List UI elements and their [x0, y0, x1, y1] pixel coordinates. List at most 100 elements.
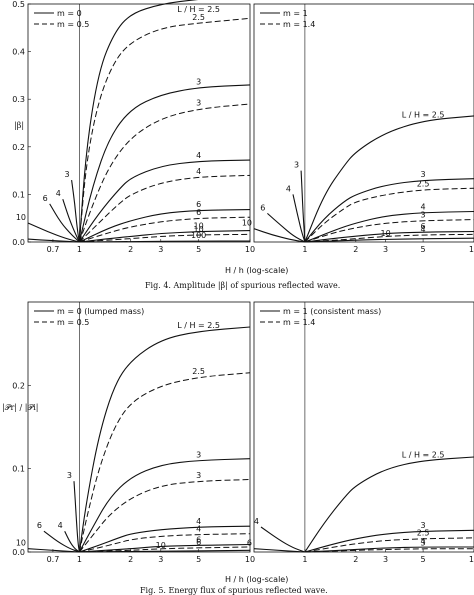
x-tick-label: 3 — [383, 245, 388, 254]
series-line — [79, 216, 251, 243]
series-label: 10 — [16, 539, 26, 548]
series-line — [78, 0, 199, 243]
fig5-xlabel: H / h (log-scale) — [225, 575, 288, 584]
fig5-ylabel: |𝒫r| / |𝒫i| — [2, 403, 38, 412]
series-line — [300, 170, 306, 243]
fig5-caption: Fig. 5. Energy flux of spurious reflecte… — [140, 586, 328, 595]
series-line — [304, 456, 474, 553]
panel-frame — [27, 301, 251, 553]
series-label: 3 — [294, 161, 299, 170]
series-line — [304, 537, 474, 553]
legend-entry: m = 0 — [57, 9, 82, 18]
fig4-right-panel: 123510m = 1m = 1.4L / H = 2.532.54364103… — [242, 3, 474, 254]
fig4-left-panel: 0.7 1 2 3 5 10 0.0 0.1 0.2 0.3 0.4 0.5 m = 0 m = 0.5 L… — [12, 0, 255, 254]
legend-entry: m = 0 (lumped mass) — [57, 307, 144, 316]
series-label: 10 — [194, 222, 204, 231]
x-tick-label: 2 — [128, 245, 133, 254]
y-tick-label: 0.4 — [12, 48, 25, 57]
series-label: 2.5 — [417, 529, 430, 538]
series-line — [73, 481, 80, 553]
series-label: 3 — [421, 521, 426, 530]
x-tick-label: 5 — [421, 245, 426, 254]
series-label: 2.5 — [192, 13, 205, 22]
series-line — [79, 533, 251, 553]
series-label: 3 — [196, 450, 201, 459]
x-tick-label: 1 — [77, 245, 82, 254]
x-tick-label: 2 — [353, 555, 358, 564]
series-label: 6 — [196, 535, 201, 544]
series-line — [62, 199, 80, 243]
series-label: 4 — [196, 151, 201, 160]
series-label: 10 — [156, 541, 166, 550]
series-line — [79, 174, 251, 243]
x-tick-label: 3 — [158, 555, 163, 564]
x-tick-label: 5 — [196, 555, 201, 564]
series-line — [78, 159, 251, 243]
series-line — [27, 222, 80, 243]
fig4-caption: Fig. 4. Amplitude |β| of spurious reflec… — [145, 281, 340, 290]
fig5-right-panel: 1 2 3 5 10 m = 1 (consistent mass) m = 1.4 L / … — [247, 301, 474, 564]
series-line — [78, 17, 251, 243]
series-label: 2.5 — [417, 180, 430, 189]
fig4-xlabel: H / h (log-scale) — [225, 266, 288, 275]
series-label: 4 — [196, 517, 201, 526]
legend-entry: m = 1 (consistent mass) — [283, 307, 381, 316]
series-label: 3 — [421, 211, 426, 220]
legend-entry: m = 1.4 — [283, 318, 315, 327]
series-line — [79, 209, 251, 243]
series-label: 4 — [254, 517, 259, 526]
series-label: 6 — [43, 194, 48, 203]
series-line — [78, 458, 251, 553]
legend-entry: m = 0.5 — [57, 318, 89, 327]
series-line — [304, 529, 474, 553]
series-label: 6 — [196, 200, 201, 209]
series-line — [71, 180, 80, 243]
series-label: L / H = 2.5 — [177, 5, 220, 14]
x-tick-label: 10 — [245, 245, 255, 254]
series-line — [304, 187, 474, 243]
series-line — [79, 240, 250, 243]
series-label: 10 — [16, 213, 26, 222]
y-tick-label: 0.2 — [12, 381, 25, 390]
series-line — [78, 326, 251, 553]
series-label: 10 — [380, 229, 390, 238]
series-line — [43, 530, 80, 553]
y-tick-label: 0.2 — [12, 143, 25, 152]
series-label: 3 — [421, 170, 426, 179]
series-label: 4 — [56, 189, 61, 198]
series-label: 4 — [421, 537, 426, 546]
y-tick-label: 0.5 — [12, 0, 25, 9]
panel-frame — [253, 3, 474, 243]
series-line — [267, 212, 306, 243]
series-line — [253, 228, 305, 243]
series-line — [304, 219, 474, 243]
series-label: 6 — [196, 538, 201, 547]
series-label: 100 — [191, 231, 206, 240]
series-label: 4 — [286, 184, 291, 193]
series-label: 6 — [196, 208, 201, 217]
y-tick-label: 0.0 — [12, 238, 25, 247]
series-label: 4 — [421, 202, 426, 211]
x-tick-label: 3 — [158, 245, 163, 254]
series-line — [64, 530, 80, 553]
series-label: 3 — [421, 539, 426, 548]
x-tick-label: 10 — [469, 245, 474, 254]
series-line — [79, 233, 251, 243]
x-tick-label: 1 — [302, 245, 307, 254]
x-tick-label: 0.7 — [47, 245, 60, 254]
x-tick-label: 10 — [469, 555, 474, 564]
series-label: 4 — [196, 167, 201, 176]
series-line — [78, 84, 251, 243]
legend-entry: m = 1 — [283, 9, 308, 18]
series-line — [79, 230, 251, 243]
y-tick-label: 0.1 — [12, 465, 25, 474]
fig5-left-panel: 0.7 1 2 3 5 100.00.10.2m = 0 (lumped mass)m =… — [12, 301, 255, 564]
x-tick-label: 1 — [302, 555, 307, 564]
fig4-ylabel: |β| — [14, 121, 24, 130]
series-line — [27, 238, 80, 243]
y-tick-label: 0.1 — [12, 190, 25, 199]
series-line — [304, 237, 474, 243]
x-tick-label: 2 — [353, 245, 358, 254]
series-line — [304, 178, 474, 243]
